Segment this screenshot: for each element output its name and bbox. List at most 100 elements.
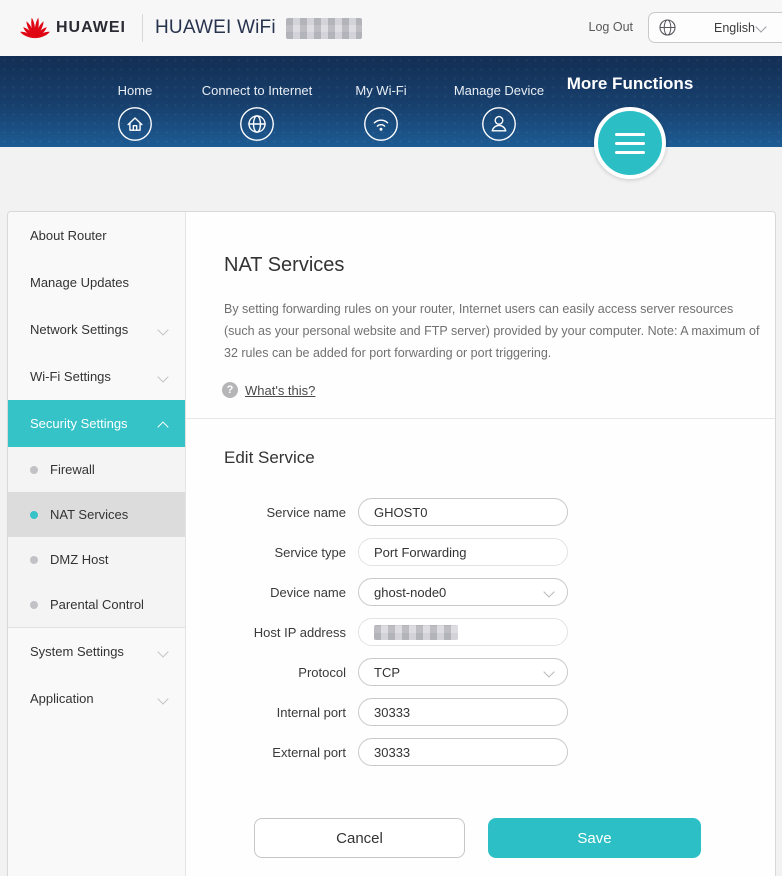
- submenu-item-firewall[interactable]: Firewall: [8, 447, 185, 492]
- sidebar-item-application[interactable]: Application: [8, 675, 185, 722]
- sidebar-item-security-settings[interactable]: Security Settings: [8, 400, 185, 447]
- submenu-item-nat-services[interactable]: NAT Services: [8, 492, 185, 537]
- nav-item-home[interactable]: Home: [60, 83, 210, 142]
- bullet-icon: [30, 555, 38, 564]
- bullet-icon: [30, 510, 38, 519]
- form-row-external-port: External port: [186, 738, 568, 766]
- bullet-icon: [30, 600, 38, 609]
- service-name-input[interactable]: [358, 498, 568, 526]
- bullet-icon: [30, 465, 38, 474]
- home-icon: [118, 107, 152, 141]
- help-link-label: What's this?: [245, 382, 316, 398]
- sidebar-item-label: About Router: [30, 228, 107, 243]
- settings-sidebar: About Router Manage Updates Network Sett…: [8, 212, 186, 876]
- logout-link[interactable]: Log Out: [588, 20, 633, 34]
- chevron-down-icon: [543, 586, 555, 598]
- submenu-item-label: NAT Services: [50, 507, 129, 522]
- service-type-field: Port Forwarding: [358, 538, 568, 566]
- submenu-item-label: DMZ Host: [50, 552, 109, 567]
- page-title: NAT Services: [224, 254, 345, 276]
- globe-icon: [659, 19, 676, 36]
- hamburger-icon: [615, 132, 645, 136]
- host-ip-field: [358, 618, 568, 646]
- edit-service-title: Edit Service: [224, 448, 315, 467]
- save-button[interactable]: Save: [488, 818, 701, 858]
- submenu-item-parental-control[interactable]: Parental Control: [8, 582, 185, 627]
- nav-item-connect-to-internet[interactable]: Connect to Internet: [182, 83, 332, 142]
- language-value: English: [714, 20, 755, 35]
- sidebar-item-label: Wi-Fi Settings: [30, 369, 111, 384]
- person-icon: [482, 107, 516, 141]
- nav-item-more-functions-label[interactable]: More Functions: [566, 74, 694, 93]
- section-divider: [186, 418, 775, 419]
- form-row-protocol: Protocol TCP: [186, 658, 568, 686]
- form-row-host-ip: Host IP address: [186, 618, 568, 646]
- brand-group: HUAWEI HUAWEI WiFi: [20, 0, 362, 56]
- sidebar-item-label: Network Settings: [30, 322, 129, 337]
- device-name-value: ghost-node0: [374, 584, 447, 600]
- nav-label: Connect to Internet: [201, 83, 313, 98]
- sidebar-item-about-router[interactable]: About Router: [8, 212, 185, 259]
- huawei-logo-icon: [20, 17, 50, 39]
- nav-label: Manage Device: [453, 83, 545, 98]
- chevron-down-icon: [157, 323, 169, 336]
- sidebar-item-manage-updates[interactable]: Manage Updates: [8, 259, 185, 306]
- form-row-internal-port: Internal port: [186, 698, 568, 726]
- redacted-ip-value: [374, 624, 458, 640]
- sidebar-item-wifi-settings[interactable]: Wi-Fi Settings: [8, 353, 185, 400]
- wifi-icon: [364, 107, 398, 141]
- service-type-label: Service type: [274, 544, 346, 560]
- redacted-model-name: [285, 17, 362, 39]
- device-name-label: Device name: [270, 584, 346, 600]
- service-name-label: Service name: [266, 504, 346, 520]
- sidebar-item-network-settings[interactable]: Network Settings: [8, 306, 185, 353]
- sidebar-item-system-settings[interactable]: System Settings: [8, 628, 185, 675]
- more-functions-button[interactable]: [594, 107, 666, 179]
- header-divider: [142, 14, 143, 42]
- protocol-label: Protocol: [298, 664, 346, 680]
- sidebar-item-label: System Settings: [30, 644, 124, 659]
- device-name-select[interactable]: ghost-node0: [358, 578, 568, 606]
- nav-item-manage-device[interactable]: Manage Device: [424, 83, 574, 142]
- nat-services-panel: NAT Services By setting forwarding rules…: [186, 212, 775, 876]
- form-row-device-name: Device name ghost-node0: [186, 578, 568, 606]
- question-mark-icon: ?: [222, 382, 238, 398]
- submenu-item-label: Parental Control: [50, 597, 144, 612]
- protocol-value: TCP: [374, 664, 400, 680]
- brand-name: HUAWEI: [56, 19, 126, 36]
- content-card: About Router Manage Updates Network Sett…: [7, 211, 776, 876]
- internal-port-input[interactable]: [358, 698, 568, 726]
- page-description: By setting forwarding rules on your rout…: [224, 302, 760, 360]
- sidebar-item-label: Security Settings: [30, 416, 128, 431]
- chevron-down-icon: [157, 645, 169, 658]
- globe-icon: [240, 107, 274, 141]
- chevron-down-icon: [755, 21, 767, 33]
- sidebar-item-label: Application: [30, 691, 94, 706]
- external-port-input[interactable]: [358, 738, 568, 766]
- form-row-service-name: Service name: [186, 498, 568, 526]
- chevron-down-icon: [543, 666, 555, 678]
- submenu-item-dmz-host[interactable]: DMZ Host: [8, 537, 185, 582]
- chevron-up-icon: [157, 420, 169, 433]
- security-settings-submenu: Firewall NAT Services DMZ Host Parental …: [8, 447, 185, 627]
- protocol-select[interactable]: TCP: [358, 658, 568, 686]
- nav-label: My Wi-Fi: [355, 83, 407, 98]
- form-row-service-type: Service type Port Forwarding: [186, 538, 568, 566]
- product-title: HUAWEI WiFi: [155, 17, 276, 38]
- chevron-down-icon: [157, 370, 169, 383]
- nav-item-my-wifi[interactable]: My Wi-Fi: [306, 83, 456, 142]
- sidebar-divider: [8, 627, 185, 628]
- nav-label: Home: [117, 83, 153, 98]
- host-ip-label: Host IP address: [253, 624, 346, 640]
- whats-this-link[interactable]: ? What's this?: [222, 382, 315, 398]
- external-port-label: External port: [272, 744, 346, 760]
- internal-port-label: Internal port: [276, 704, 346, 720]
- chevron-down-icon: [157, 692, 169, 705]
- cancel-button[interactable]: Cancel: [254, 818, 465, 858]
- submenu-item-label: Firewall: [50, 462, 95, 477]
- sidebar-item-label: Manage Updates: [30, 275, 130, 290]
- main-navbar: Home Connect to Internet My Wi-Fi: [0, 56, 782, 179]
- service-type-value: Port Forwarding: [374, 544, 467, 560]
- language-selector[interactable]: English: [648, 12, 782, 43]
